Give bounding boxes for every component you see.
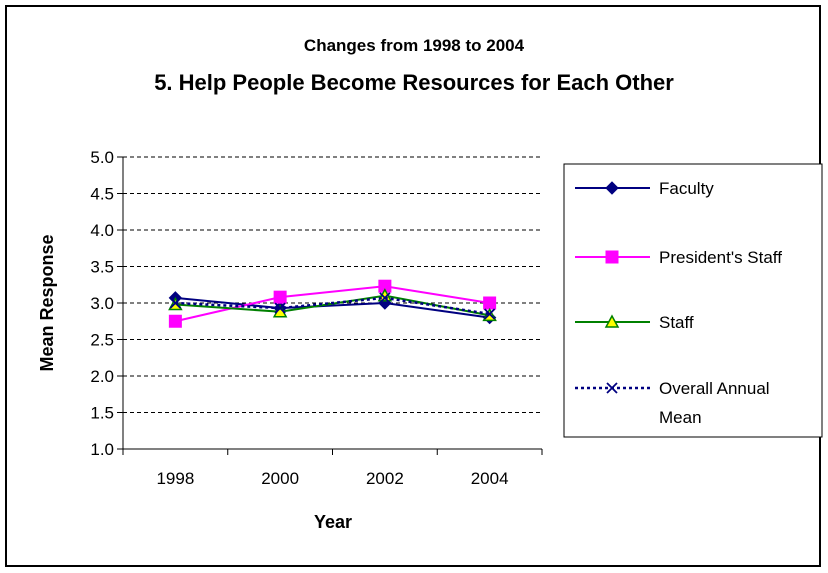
x-tick-label: 1998 <box>156 469 194 488</box>
y-tick-label: 4.0 <box>90 221 114 240</box>
legend-entry: Faculty <box>575 179 714 198</box>
data-point-marker <box>274 302 286 314</box>
data-point-marker <box>483 296 497 310</box>
y-tick-label: 1.0 <box>90 440 114 459</box>
x-axis-label: Year <box>314 512 352 532</box>
y-tick-label: 2.0 <box>90 367 114 386</box>
series-line <box>175 296 490 319</box>
chart-subtitle: Changes from 1998 to 2004 <box>303 36 525 55</box>
data-point-marker <box>604 314 620 328</box>
y-tick-label: 3.5 <box>90 258 114 277</box>
x-tick-label: 2004 <box>471 469 509 488</box>
data-point-marker <box>483 308 496 320</box>
data-point-marker <box>169 297 182 309</box>
data-point-marker <box>273 290 287 304</box>
x-tick-label: 2002 <box>366 469 404 488</box>
data-point-marker <box>168 314 182 328</box>
y-tick-label: 2.5 <box>90 331 114 350</box>
legend-label: President's Staff <box>659 248 782 267</box>
y-tick-label: 3.0 <box>90 294 114 313</box>
legend-label: Overall Annual Mean <box>659 379 770 427</box>
data-point-marker <box>379 292 391 304</box>
legend-entry: President's Staff <box>575 248 782 267</box>
y-tick-label: 4.5 <box>90 185 114 204</box>
x-tick-label: 2000 <box>261 469 299 488</box>
legend-entry: Staff <box>575 313 694 332</box>
legend-box <box>563 163 823 438</box>
chart-title: 5. Help People Become Resources for Each… <box>154 70 674 95</box>
legend-label: Staff <box>659 313 694 332</box>
y-axis-label: Mean Response <box>37 234 57 371</box>
data-point-marker <box>605 250 619 264</box>
legend-entry: Overall Annual Mean <box>575 379 770 427</box>
legend-label: Faculty <box>659 179 714 198</box>
series-1 <box>168 279 497 328</box>
data-point-marker <box>605 181 619 195</box>
series-line <box>175 285 490 323</box>
data-point-marker <box>606 382 618 394</box>
y-tick-label: 1.5 <box>90 404 114 423</box>
series-line <box>175 296 490 316</box>
y-tick-label: 5.0 <box>90 148 114 167</box>
series-3 <box>169 292 496 320</box>
